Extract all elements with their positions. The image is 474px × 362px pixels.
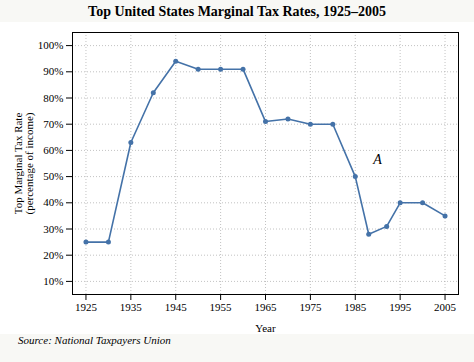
svg-text:1945: 1945 — [165, 301, 188, 313]
svg-text:1955: 1955 — [210, 301, 233, 313]
svg-text:1975: 1975 — [299, 301, 322, 313]
svg-text:Year: Year — [255, 322, 276, 334]
svg-text:30%: 30% — [43, 223, 63, 235]
svg-text:70%: 70% — [43, 118, 63, 130]
svg-text:80%: 80% — [43, 92, 63, 104]
svg-text:1935: 1935 — [120, 301, 143, 313]
svg-text:A: A — [372, 152, 382, 167]
svg-text:2005: 2005 — [434, 301, 457, 313]
svg-text:1965: 1965 — [255, 301, 278, 313]
svg-text:100%: 100% — [38, 39, 64, 51]
svg-text:1925: 1925 — [75, 301, 98, 313]
svg-text:90%: 90% — [43, 65, 63, 77]
svg-text:1995: 1995 — [389, 301, 412, 313]
html-text:Source: National Taxpayers Uni: Source: National Taxpayers Union — [18, 334, 171, 346]
svg-text:Top Marginal Tax Rate(percenta: Top Marginal Tax Rate(percentage of inco… — [12, 112, 36, 214]
svg-text:50%: 50% — [43, 170, 63, 182]
svg-text:60%: 60% — [43, 144, 63, 156]
svg-text:10%: 10% — [43, 275, 63, 287]
html-text:Top United States Marginal Tax: Top United States Marginal Tax Rates, 19… — [88, 4, 386, 19]
svg-text:1985: 1985 — [344, 301, 367, 313]
svg-text:40%: 40% — [43, 196, 63, 208]
svg-text:20%: 20% — [43, 249, 63, 261]
